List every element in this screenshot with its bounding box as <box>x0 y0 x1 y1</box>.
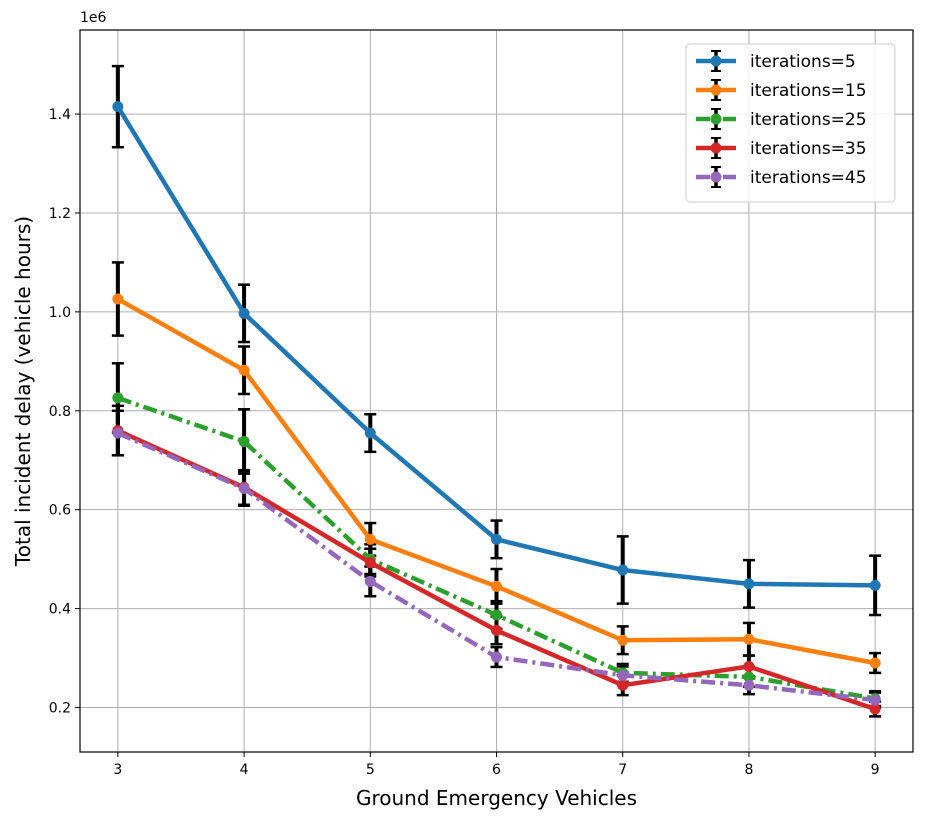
legend-entry: iterations=5 <box>696 50 856 72</box>
axis-ticks: 3 4 5 6 7 8 9 0.2 0.4 0.6 0.8 1.0 1.2 1.4 <box>49 107 880 778</box>
data-point <box>364 557 376 569</box>
y-tick-label: 0.6 <box>49 503 71 519</box>
data-point <box>743 671 755 683</box>
x-axis-label: Ground Emergency Vehicles <box>356 786 637 810</box>
y-tick-label: 1.2 <box>49 206 71 222</box>
data-point <box>112 101 124 113</box>
data-point <box>112 392 124 404</box>
data-point <box>743 578 755 590</box>
data-point <box>238 307 250 319</box>
x-tick-label: 4 <box>240 762 249 778</box>
data-point <box>112 293 124 305</box>
x-tick-label: 8 <box>744 762 753 778</box>
data-point <box>743 679 755 691</box>
data-point <box>364 575 376 587</box>
legend-label: iterations=15 <box>750 81 867 101</box>
legend: iterations=5 iterations=15 iterations=25 it… <box>685 43 896 203</box>
legend-entry: iterations=35 <box>696 137 867 159</box>
data-point <box>617 634 629 646</box>
legend-marker <box>710 171 722 183</box>
y-axis-label: Total incident delay (vehicle hours) <box>11 216 35 567</box>
grid-lines <box>80 30 913 752</box>
y-tick-label: 1.4 <box>49 107 71 123</box>
data-point <box>869 579 881 591</box>
data-point <box>491 651 502 663</box>
series-2 <box>112 293 881 669</box>
x-tick-label: 9 <box>871 762 880 778</box>
data-point <box>112 427 124 439</box>
legend-box <box>685 43 896 203</box>
legend-marker <box>710 55 722 67</box>
legend-marker <box>710 113 722 125</box>
legend-label: iterations=35 <box>750 139 867 159</box>
data-point <box>869 657 881 669</box>
legend-label: iterations=5 <box>750 52 856 72</box>
data-point <box>743 660 755 672</box>
data-point <box>238 364 250 376</box>
legend-marker <box>710 84 722 96</box>
legend-entry: iterations=25 <box>696 108 867 130</box>
data-point <box>617 564 629 576</box>
data-point <box>364 533 376 545</box>
x-tick-label: 7 <box>618 762 627 778</box>
y-tick-label: 0.4 <box>49 602 71 618</box>
data-point <box>869 694 881 706</box>
y-tick-label: 0.2 <box>49 700 71 716</box>
y-axis-offset-text: 1e6 <box>80 10 107 26</box>
data-point <box>491 533 502 545</box>
data-point <box>617 669 629 681</box>
data-point <box>869 703 881 715</box>
series-5 <box>112 427 881 706</box>
series-group <box>111 64 882 718</box>
y-tick-label: 1.0 <box>49 305 71 321</box>
data-point <box>238 435 250 447</box>
legend-entry: iterations=15 <box>696 79 867 101</box>
legend-label: iterations=45 <box>750 168 867 188</box>
legend-label: iterations=25 <box>750 110 867 130</box>
data-point <box>491 609 502 621</box>
x-tick-label: 5 <box>366 762 375 778</box>
data-point <box>617 679 629 691</box>
data-point <box>364 427 376 439</box>
x-tick-label: 6 <box>492 762 501 778</box>
data-point <box>743 633 755 645</box>
data-point <box>491 580 502 592</box>
data-point <box>238 482 250 494</box>
x-tick-label: 3 <box>113 762 122 778</box>
legend-entry: iterations=45 <box>696 166 867 188</box>
series-1 <box>112 101 881 591</box>
y-tick-label: 0.8 <box>49 404 71 420</box>
legend-marker <box>710 142 722 154</box>
data-point <box>491 624 502 636</box>
